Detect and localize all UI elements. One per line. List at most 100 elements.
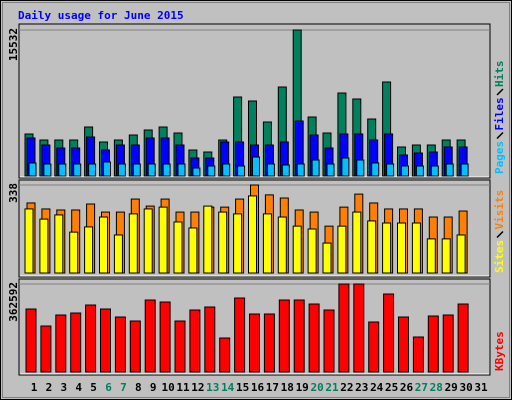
x-tick-label: 18: [281, 381, 294, 394]
bar: [427, 315, 439, 373]
bar: [207, 165, 216, 177]
x-tick-label: 24: [370, 381, 384, 394]
legend-label: Hits: [493, 61, 506, 88]
chart-title: Daily usage for June 2015: [18, 9, 184, 22]
bar: [159, 301, 171, 373]
bar: [173, 221, 183, 274]
legend-label: Pages: [493, 141, 506, 174]
bar: [262, 213, 272, 274]
bar: [234, 297, 246, 373]
bar: [58, 163, 67, 177]
bar: [43, 163, 52, 177]
bar: [40, 325, 52, 373]
x-tick-label: 19: [296, 381, 309, 394]
bar: [203, 205, 213, 274]
bar: [100, 308, 111, 373]
bar: [70, 312, 82, 373]
bar: [192, 167, 201, 177]
bar: [386, 163, 395, 177]
x-tick-label: 14: [221, 381, 235, 394]
bar: [367, 220, 377, 274]
bar: [292, 225, 302, 274]
bar: [263, 313, 275, 373]
x-tick-label: 15: [236, 381, 249, 394]
x-tick-label: 12: [191, 381, 204, 394]
x-tick-label: 11: [176, 381, 190, 394]
x-tick-label: 16: [251, 381, 265, 394]
bar: [266, 163, 275, 177]
bar: [88, 163, 97, 177]
x-tick-label: 21: [325, 381, 339, 394]
bar: [308, 303, 320, 373]
x-tick-label: 10: [161, 381, 174, 394]
bar: [353, 283, 365, 373]
bar: [460, 163, 469, 177]
bar: [128, 213, 138, 274]
bar: [237, 165, 246, 177]
bar: [204, 306, 216, 373]
legend-label: KBytes: [493, 331, 506, 371]
bar: [278, 299, 290, 373]
x-tick-label: 22: [340, 381, 353, 394]
bar: [248, 195, 257, 274]
x-tick-label: 8: [135, 381, 142, 394]
legend-label: Sites: [493, 240, 506, 273]
bar: [430, 165, 439, 177]
bar: [144, 299, 156, 373]
x-tick-label: 20: [310, 381, 323, 394]
x-tick-label: 6: [105, 381, 112, 394]
bar: [69, 231, 79, 274]
x-tick-label: 3: [60, 381, 67, 394]
bar: [174, 320, 186, 373]
y-tick-label: 338: [7, 183, 20, 203]
bar: [55, 314, 67, 373]
legend-separator: [496, 230, 504, 239]
bar: [158, 206, 168, 274]
bar: [338, 283, 350, 373]
x-tick-label: 31: [474, 381, 488, 394]
bar: [382, 222, 392, 274]
bar: [117, 163, 126, 177]
bar: [129, 320, 141, 373]
x-tick-label: 17: [266, 381, 279, 394]
bar: [132, 163, 141, 177]
x-tick-label: 30: [459, 381, 472, 394]
bar: [356, 159, 365, 177]
bar: [54, 214, 64, 274]
legend-label: Files: [493, 97, 506, 130]
legend-separator: [496, 131, 504, 140]
bar: [398, 316, 409, 373]
bar: [177, 163, 186, 177]
x-tick-label: 13: [206, 381, 219, 394]
bar: [103, 161, 111, 177]
bar: [252, 156, 260, 177]
x-tick-label: 27: [415, 381, 428, 394]
x-tick-label: 5: [90, 381, 97, 394]
bar: [457, 303, 469, 373]
bar: [397, 222, 406, 274]
x-tick-label: 1: [31, 381, 38, 394]
x-tick-label: 26: [400, 381, 414, 394]
bar: [188, 227, 198, 274]
bar: [401, 165, 409, 177]
bar: [326, 163, 335, 177]
x-tick-label: 7: [120, 381, 127, 394]
bar: [147, 163, 156, 177]
bar: [219, 337, 231, 373]
bar: [281, 164, 290, 177]
x-tick-label: 29: [445, 381, 458, 394]
x-tick-label: 23: [355, 381, 368, 394]
bar: [28, 162, 37, 177]
bar: [412, 336, 424, 373]
bar: [114, 316, 126, 373]
bar: [99, 216, 108, 274]
bar: [39, 218, 49, 274]
bar: [24, 208, 34, 274]
bar: [85, 304, 97, 373]
bar: [445, 163, 454, 177]
bar: [296, 163, 305, 177]
bar: [337, 225, 347, 274]
